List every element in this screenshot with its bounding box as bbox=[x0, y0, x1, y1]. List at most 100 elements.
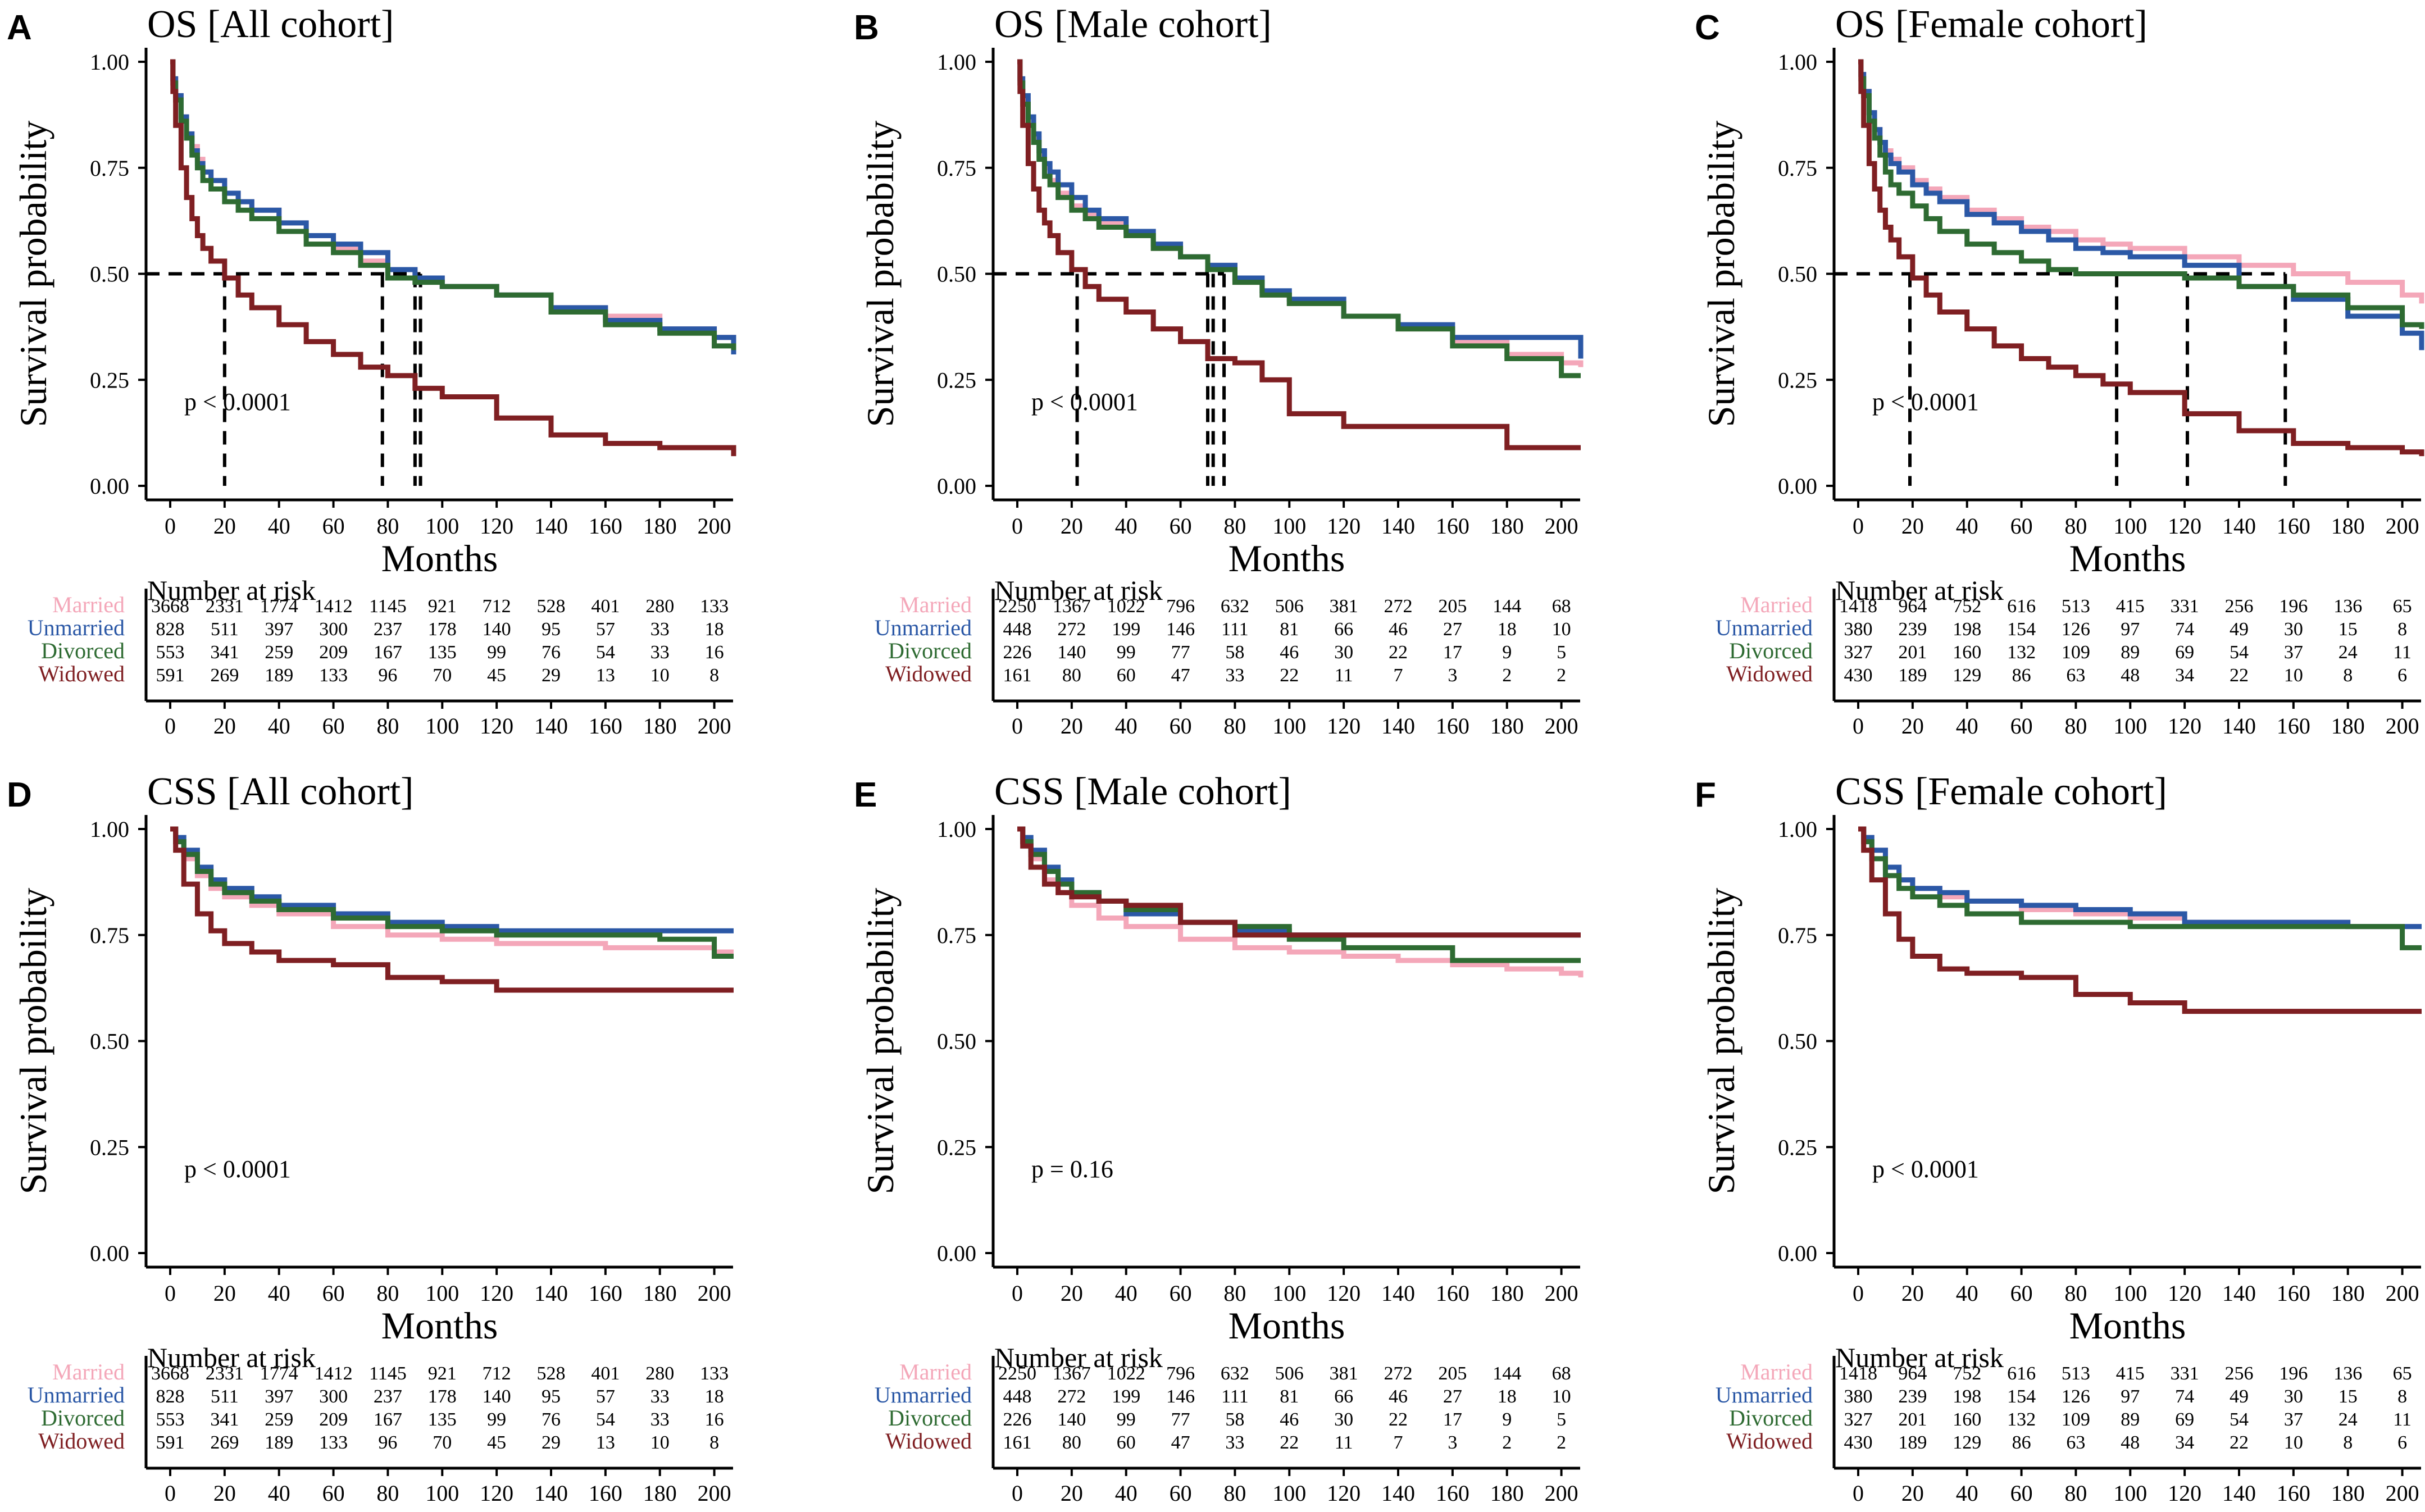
risk-cell: 1412 bbox=[315, 596, 353, 617]
risk-x-tick-label: 40 bbox=[1956, 1481, 1978, 1506]
risk-row-label-unmarried: Unmarried bbox=[1716, 615, 1813, 640]
risk-table-title: Number at risk bbox=[994, 1342, 1163, 1373]
risk-cell: 96 bbox=[378, 665, 397, 686]
risk-cell: 9 bbox=[1502, 1409, 1512, 1430]
risk-cell: 109 bbox=[2062, 642, 2090, 663]
x-tick-label: 40 bbox=[1115, 513, 1138, 539]
risk-cell: 54 bbox=[2230, 642, 2249, 663]
risk-cell: 99 bbox=[1117, 642, 1136, 663]
risk-cell: 2250 bbox=[998, 596, 1036, 617]
risk-cell: 22 bbox=[2230, 1432, 2249, 1453]
x-axis-label: Months bbox=[381, 1304, 498, 1347]
risk-x-tick-label: 0 bbox=[1853, 1481, 1864, 1506]
x-axis-label: Months bbox=[1229, 1304, 1345, 1347]
y-tick-label: 0.00 bbox=[90, 473, 129, 499]
risk-cell: 22 bbox=[1280, 1432, 1299, 1453]
x-tick-label: 200 bbox=[2386, 513, 2419, 539]
risk-cell: 828 bbox=[156, 619, 185, 640]
risk-cell: 5 bbox=[1557, 1409, 1566, 1430]
risk-row-label-divorced: Divorced bbox=[1729, 638, 1813, 663]
x-tick-label: 40 bbox=[1956, 513, 1978, 539]
series-line-divorced bbox=[1017, 826, 1581, 963]
risk-x-tick-label: 180 bbox=[2331, 713, 2365, 739]
risk-cell: 8 bbox=[2343, 665, 2353, 686]
risk-cell: 17 bbox=[1443, 642, 1462, 663]
risk-x-tick-label: 180 bbox=[1490, 713, 1524, 739]
risk-cell: 828 bbox=[156, 1386, 185, 1407]
x-tick-label: 20 bbox=[1901, 1281, 1924, 1306]
risk-cell: 18 bbox=[705, 1386, 724, 1407]
risk-cell: 921 bbox=[428, 1363, 457, 1384]
risk-x-tick-label: 140 bbox=[1381, 713, 1415, 739]
risk-x-tick-label: 120 bbox=[2168, 713, 2201, 739]
x-tick-label: 180 bbox=[643, 513, 677, 539]
x-tick-label: 20 bbox=[1901, 513, 1924, 539]
risk-row-label-unmarried: Unmarried bbox=[875, 1382, 972, 1408]
risk-cell: 46 bbox=[1389, 619, 1408, 640]
risk-cell: 13 bbox=[596, 665, 615, 686]
x-axis-label: Months bbox=[2069, 1304, 2186, 1347]
y-tick-label: 0.75 bbox=[937, 156, 976, 181]
x-tick-label: 80 bbox=[376, 513, 399, 539]
risk-cell: 48 bbox=[2121, 1432, 2140, 1453]
risk-cell: 15 bbox=[2338, 619, 2358, 640]
risk-cell: 10 bbox=[2284, 665, 2303, 686]
risk-cell: 239 bbox=[1898, 1386, 1927, 1407]
x-tick-label: 140 bbox=[534, 513, 568, 539]
risk-cell: 2331 bbox=[206, 1363, 244, 1384]
y-tick-label: 0.50 bbox=[937, 262, 976, 287]
risk-cell: 63 bbox=[2066, 665, 2085, 686]
risk-x-tick-label: 40 bbox=[268, 1481, 290, 1506]
risk-x-tick-label: 200 bbox=[698, 1481, 731, 1506]
risk-cell: 30 bbox=[1334, 1409, 1353, 1430]
risk-cell: 69 bbox=[2175, 1409, 2194, 1430]
x-tick-label: 80 bbox=[2064, 513, 2087, 539]
x-tick-label: 0 bbox=[1853, 1281, 1864, 1306]
risk-cell: 381 bbox=[1330, 1363, 1358, 1384]
risk-cell: 133 bbox=[319, 665, 348, 686]
risk-cell: 22 bbox=[1280, 665, 1299, 686]
risk-cell: 47 bbox=[1171, 665, 1190, 686]
risk-cell: 2250 bbox=[998, 1363, 1036, 1384]
risk-cell: 189 bbox=[1898, 1432, 1927, 1453]
risk-cell: 256 bbox=[2225, 1363, 2254, 1384]
x-tick-label: 120 bbox=[1327, 513, 1361, 539]
x-tick-label: 200 bbox=[698, 513, 731, 539]
risk-cell: 553 bbox=[156, 1409, 185, 1430]
risk-cell: 209 bbox=[319, 1409, 348, 1430]
risk-cell: 189 bbox=[265, 665, 293, 686]
x-tick-label: 100 bbox=[425, 513, 459, 539]
risk-cell: 132 bbox=[2007, 1409, 2036, 1430]
risk-cell: 199 bbox=[1112, 1386, 1140, 1407]
risk-cell: 198 bbox=[1953, 619, 1981, 640]
risk-cell: 796 bbox=[1166, 1363, 1195, 1384]
risk-x-tick-label: 60 bbox=[322, 1481, 345, 1506]
risk-cell: 964 bbox=[1898, 1363, 1927, 1384]
x-tick-label: 200 bbox=[698, 1281, 731, 1306]
y-tick-label: 0.25 bbox=[1778, 367, 1817, 393]
risk-x-tick-label: 100 bbox=[2113, 1481, 2147, 1506]
risk-cell: 331 bbox=[2171, 596, 2199, 617]
x-tick-label: 0 bbox=[1012, 1281, 1023, 1306]
risk-x-tick-label: 120 bbox=[480, 1481, 513, 1506]
x-tick-label: 100 bbox=[1272, 1281, 1306, 1306]
risk-cell: 133 bbox=[700, 1363, 729, 1384]
risk-cell: 140 bbox=[483, 619, 511, 640]
risk-cell: 2331 bbox=[206, 596, 244, 617]
x-tick-label: 60 bbox=[2010, 1281, 2033, 1306]
risk-cell: 430 bbox=[1844, 1432, 1873, 1453]
risk-x-tick-label: 60 bbox=[1170, 1481, 1192, 1506]
risk-cell: 63 bbox=[2066, 1432, 2085, 1453]
risk-cell: 160 bbox=[1953, 1409, 1981, 1430]
risk-cell: 196 bbox=[2279, 596, 2308, 617]
risk-cell: 81 bbox=[1280, 619, 1299, 640]
x-tick-label: 140 bbox=[1381, 513, 1415, 539]
risk-cell: 99 bbox=[487, 642, 506, 663]
risk-cell: 86 bbox=[2012, 1432, 2031, 1453]
x-tick-label: 40 bbox=[1115, 1281, 1138, 1306]
risk-cell: 272 bbox=[1384, 1363, 1413, 1384]
risk-cell: 2 bbox=[1557, 665, 1566, 686]
risk-cell: 6 bbox=[2397, 1432, 2407, 1453]
risk-cell: 109 bbox=[2062, 1409, 2090, 1430]
risk-cell: 24 bbox=[2338, 642, 2358, 663]
